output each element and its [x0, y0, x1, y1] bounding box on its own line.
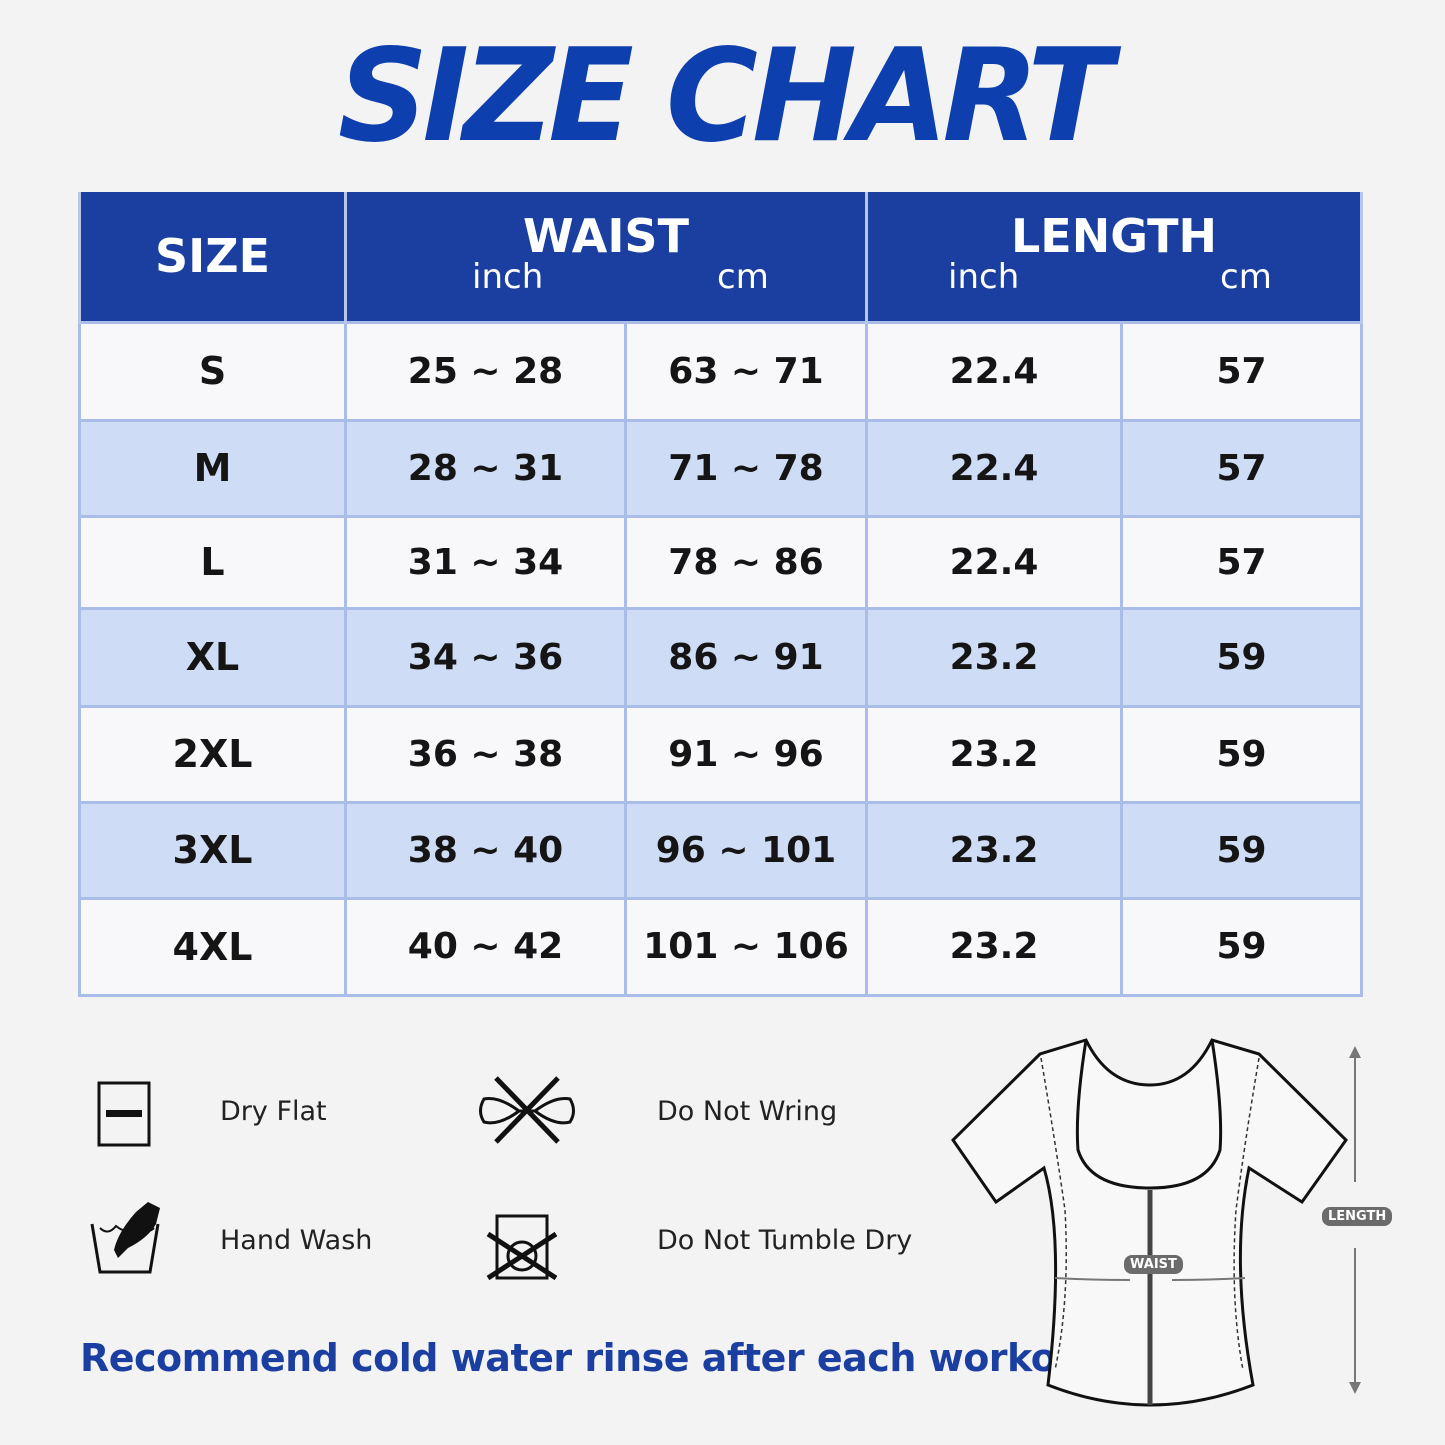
- header-length: LENGTH inch cm: [865, 192, 1363, 322]
- header-waist-cm: cm: [717, 256, 769, 297]
- cell-waist-inch: 36 ~ 38: [344, 704, 627, 804]
- table-row: 3XL 38 ~ 40 96 ~ 101 23.2 59: [78, 800, 1363, 900]
- cell-length-cm: 59: [1120, 606, 1363, 708]
- cell-waist-inch: 38 ~ 40: [344, 800, 627, 900]
- shapewear-diagram: [951, 1038, 1361, 1407]
- cell-length-inch: 23.2: [865, 704, 1123, 804]
- cell-waist-cm: 86 ~ 91: [624, 606, 868, 708]
- care-label-do-not-tumble-dry: Do Not Tumble Dry: [657, 1225, 913, 1256]
- cell-length-inch: 23.2: [865, 896, 1123, 997]
- page-title: SIZE CHART: [337, 22, 1113, 171]
- cell-size: S: [78, 320, 347, 422]
- cell-length-inch: 22.4: [865, 514, 1123, 610]
- cell-length-inch: 22.4: [865, 418, 1123, 518]
- header-waist-inch: inch: [472, 256, 544, 297]
- cell-waist-inch: 31 ~ 34: [344, 514, 627, 610]
- cell-waist-cm: 91 ~ 96: [624, 704, 868, 804]
- cell-waist-cm: 78 ~ 86: [624, 514, 868, 610]
- care-label-dry-flat: Dry Flat: [220, 1096, 327, 1127]
- header-length-cm: cm: [1220, 256, 1272, 297]
- cell-waist-inch: 34 ~ 36: [344, 606, 627, 708]
- do-not-tumble-dry-icon: [486, 1214, 558, 1281]
- cell-length-inch: 23.2: [865, 800, 1123, 900]
- cell-waist-cm: 101 ~ 106: [624, 896, 868, 997]
- header-size: SIZE: [78, 192, 347, 322]
- table-row: 4XL 40 ~ 42 101 ~ 106 23.2 59: [78, 896, 1363, 997]
- cell-waist-cm: 71 ~ 78: [624, 418, 868, 518]
- care-label-hand-wash: Hand Wash: [220, 1225, 373, 1256]
- dry-flat-icon: [97, 1081, 151, 1147]
- cell-waist-inch: 28 ~ 31: [344, 418, 627, 518]
- table-row: S 25 ~ 28 63 ~ 71 22.4 57: [78, 320, 1363, 422]
- cell-size: L: [78, 514, 347, 610]
- cell-length-inch: 23.2: [865, 606, 1123, 708]
- table-row: XL 34 ~ 36 86 ~ 91 23.2 59: [78, 606, 1363, 708]
- cell-size: M: [78, 418, 347, 518]
- care-note: Recommend cold water rinse after each wo…: [80, 1336, 1115, 1380]
- cell-length-cm: 57: [1120, 514, 1363, 610]
- cell-length-cm: 57: [1120, 418, 1363, 518]
- cell-length-cm: 59: [1120, 704, 1363, 804]
- size-table: SIZE WAIST inch cm LENGTH inch cm S 25 ~ …: [78, 192, 1363, 997]
- length-label: LENGTH: [1322, 1207, 1393, 1226]
- care-label-do-not-wring: Do Not Wring: [657, 1096, 838, 1127]
- table-row: L 31 ~ 34 78 ~ 86 22.4 57: [78, 514, 1363, 610]
- cell-waist-cm: 63 ~ 71: [624, 320, 868, 422]
- cell-waist-inch: 40 ~ 42: [344, 896, 627, 997]
- do-not-wring-icon: [479, 1076, 575, 1144]
- cell-waist-cm: 96 ~ 101: [624, 800, 868, 900]
- cell-length-cm: 57: [1120, 320, 1363, 422]
- cell-length-cm: 59: [1120, 800, 1363, 900]
- hand-wash-icon: [90, 1202, 160, 1274]
- waist-label: WAIST: [1124, 1255, 1183, 1274]
- header-length-inch: inch: [948, 256, 1020, 297]
- table-row: 2XL 36 ~ 38 91 ~ 96 23.2 59: [78, 704, 1363, 804]
- cell-size: 4XL: [78, 896, 347, 997]
- cell-waist-inch: 25 ~ 28: [344, 320, 627, 422]
- cell-size: XL: [78, 606, 347, 708]
- cell-size: 3XL: [78, 800, 347, 900]
- cell-size: 2XL: [78, 704, 347, 804]
- cell-length-cm: 59: [1120, 896, 1363, 997]
- table-row: M 28 ~ 31 71 ~ 78 22.4 57: [78, 418, 1363, 518]
- header-waist: WAIST inch cm: [344, 192, 868, 322]
- cell-length-inch: 22.4: [865, 320, 1123, 422]
